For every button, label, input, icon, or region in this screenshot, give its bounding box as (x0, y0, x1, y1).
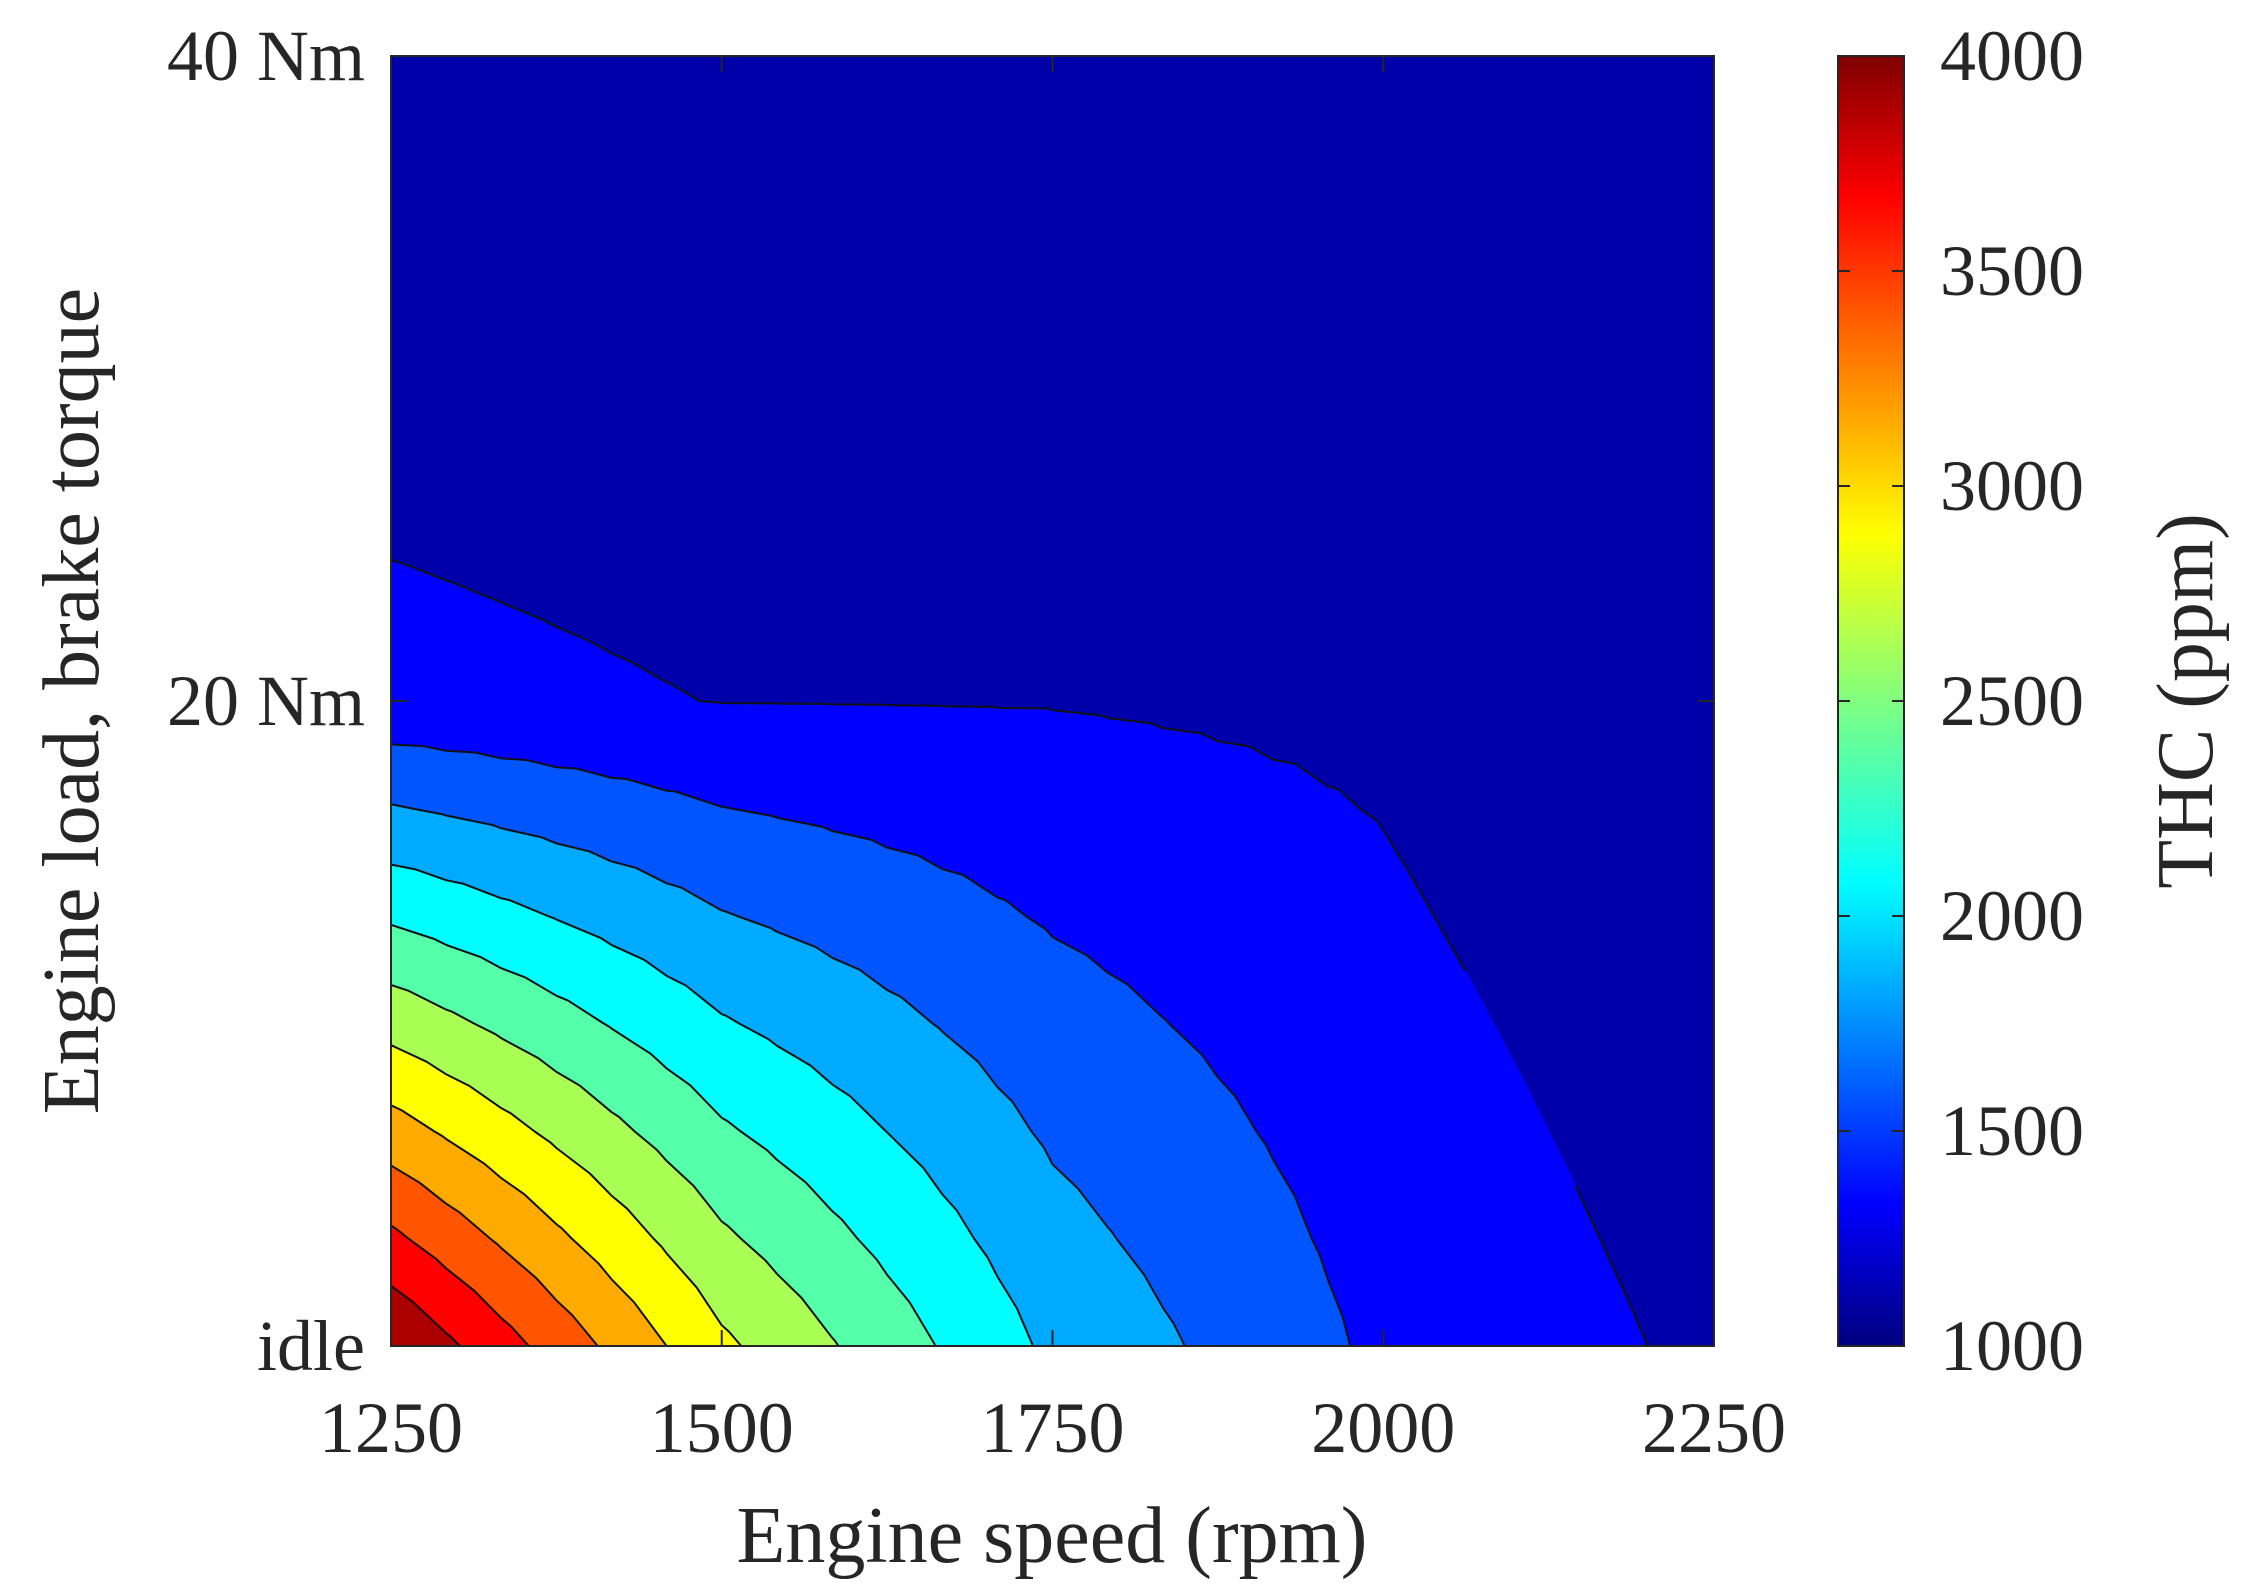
x-tick-label: 2000 (1311, 1388, 1455, 1468)
y-axis-ticks: idle 20 Nm 40 Nm (167, 16, 1714, 1386)
colorbar-tick-label: 3000 (1940, 446, 2084, 526)
contour-bands (391, 56, 1714, 1346)
x-tick-label: 1250 (319, 1388, 463, 1468)
y-tick-label: 40 Nm (167, 16, 365, 96)
contour-line-3750 (391, 1285, 461, 1346)
colorbar-tick-label: 4000 (1940, 16, 2084, 96)
contour-line-2250 (391, 923, 937, 1346)
contour-line-3500 (391, 1224, 530, 1346)
x-axis-ticks: 1250 1500 1750 2000 2250 (319, 56, 1786, 1468)
y-tick-label: idle (257, 1306, 365, 1386)
colorbar-tick-label: 2500 (1940, 661, 2084, 741)
contour-line-3250 (391, 1164, 599, 1346)
y-axis-label: Engine load, brake torque (28, 288, 116, 1114)
x-tick-label: 1500 (650, 1388, 794, 1468)
colorbar: 1000 1500 2000 2500 3000 3500 4000 THC (ppm) (1837, 16, 2230, 1386)
colorbar-tick-label: 1500 (1940, 1091, 2084, 1171)
contour-line-2000 (391, 863, 1034, 1346)
contour-line-2750 (391, 1044, 742, 1346)
contour-line-2500 (391, 984, 840, 1346)
contour-plot-area (391, 56, 1714, 1346)
contour-line-3000 (391, 1104, 668, 1346)
x-tick-label: 2250 (1642, 1388, 1786, 1468)
contour-line-1750 (391, 803, 1186, 1346)
x-tick-label: 1750 (981, 1388, 1125, 1468)
contour-band-1000-1250 (391, 56, 1714, 1346)
colorbar-tick-label: 3500 (1940, 231, 2084, 311)
colorbar-tick-label: 2000 (1940, 876, 2084, 956)
y-tick-label: 20 Nm (167, 661, 365, 741)
colorbar-ticks: 1000 1500 2000 2500 3000 3500 4000 (1838, 16, 2084, 1386)
x-axis-label: Engine speed (rpm) (737, 1492, 1368, 1580)
contour-lines (391, 558, 1649, 1346)
colorbar-label: THC (ppm) (2142, 513, 2230, 889)
contour-line-1250 (391, 558, 1649, 1346)
contour-line-1500 (391, 743, 1352, 1346)
colorbar-tick-label: 1000 (1940, 1306, 2084, 1386)
